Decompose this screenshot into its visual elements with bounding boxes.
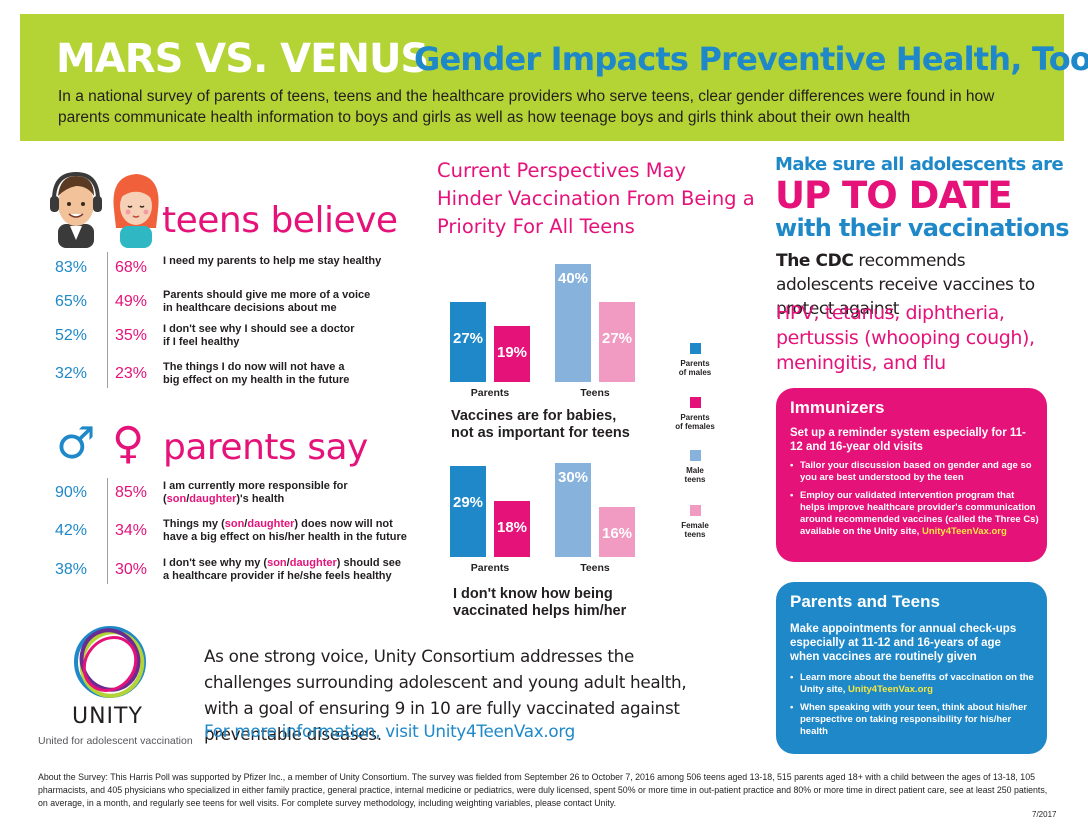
teen-girl-avatar bbox=[113, 174, 159, 248]
chart-bar bbox=[450, 302, 486, 382]
female-percent: 30% bbox=[115, 561, 148, 578]
list-item: Employ our validated intervention progra… bbox=[790, 490, 1040, 538]
header-banner: MARS VS. VENUS Gender Impacts Preventive… bbox=[20, 14, 1088, 141]
statement: Things my (son/daughter) does now will n… bbox=[163, 518, 407, 543]
teen-boy-avatar bbox=[50, 171, 102, 248]
parents-divider bbox=[107, 478, 108, 584]
unity-logo-icon bbox=[74, 626, 146, 698]
female-percent: 23% bbox=[115, 365, 148, 382]
male-percent: 90% bbox=[55, 484, 88, 501]
parents-teens-box: Parents and Teens Make appointments for … bbox=[776, 582, 1047, 754]
survey-footnote: About the Survey: This Harris Poll was s… bbox=[38, 772, 1048, 808]
male-percent: 32% bbox=[55, 365, 88, 382]
vaccine-chart-know: 29% 18% Parents 30% 16% Teens bbox=[440, 460, 650, 575]
female-percent: 49% bbox=[115, 293, 148, 310]
teens-row: 83% 68% I need my parents to help me sta… bbox=[40, 255, 410, 295]
parents-teens-list: Learn more about the benefits of vaccina… bbox=[790, 672, 1040, 744]
legend-label: Male teens bbox=[684, 466, 706, 484]
legend-label: Parents of males bbox=[678, 359, 712, 377]
chart-bar bbox=[599, 302, 635, 382]
bar-value-label: 40% bbox=[557, 270, 589, 287]
bar-value-label: 29% bbox=[452, 494, 484, 511]
male-percent: 83% bbox=[55, 259, 88, 276]
unity-description: As one strong voice, Unity Consortium ad… bbox=[204, 646, 687, 744]
teens-row: 32% 23% The things I do now will not hav… bbox=[40, 361, 410, 401]
bar-value-label: 27% bbox=[452, 330, 484, 347]
bar-value-label: 30% bbox=[557, 469, 589, 486]
chart-caption-babies: Vaccines are for babies, not as importan… bbox=[451, 408, 630, 441]
statement: I am currently more responsible for (son… bbox=[163, 480, 348, 505]
unity-logo-name: UNITY bbox=[72, 704, 143, 729]
chart-caption-know: I don't know how being vaccinated helps … bbox=[453, 586, 627, 619]
female-symbol-icon: ♀ bbox=[112, 418, 145, 469]
immunizers-title: Immunizers bbox=[790, 398, 885, 417]
male-percent: 38% bbox=[55, 561, 88, 578]
publication-date: 7/2017 bbox=[1032, 810, 1057, 819]
category-label: Teens bbox=[580, 387, 610, 399]
unity-site-link[interactable]: Unity4TeenVax.org bbox=[848, 684, 933, 695]
teens-row: 52% 35% I don't see why I should see a d… bbox=[40, 323, 410, 363]
vaccine-chart-babies: 27% 19% Parents 40% 27% Teens bbox=[440, 250, 650, 400]
middle-title: Current Perspectives May Hinder Vaccinat… bbox=[437, 159, 755, 238]
category-label: Parents bbox=[470, 387, 510, 399]
chart-bar bbox=[555, 264, 591, 382]
female-percent: 35% bbox=[115, 327, 148, 344]
page-title: MARS VS. VENUS bbox=[56, 36, 429, 82]
statement: The things I do now will not have a big … bbox=[163, 361, 350, 386]
statement: I don't see why my (son/daughter) should… bbox=[163, 557, 401, 582]
legend-swatch bbox=[690, 397, 701, 408]
bar-value-label: 18% bbox=[496, 519, 528, 536]
intro-text: In a national survey of parents of teens… bbox=[58, 88, 995, 126]
chart-bar bbox=[555, 463, 591, 557]
unity-site-link[interactable]: Unity4TeenVax.org bbox=[921, 526, 1007, 537]
bar-value-label: 19% bbox=[496, 344, 528, 361]
page-subtitle: Gender Impacts Preventive Health, Too bbox=[414, 40, 1088, 78]
legend-label: Female teens bbox=[681, 521, 709, 539]
male-percent: 42% bbox=[55, 522, 88, 539]
parents-row: 38% 30% I don't see why my (son/daughter… bbox=[40, 557, 410, 597]
chart-bar bbox=[599, 507, 635, 557]
male-percent: 65% bbox=[55, 293, 88, 310]
male-symbol-icon: ♂ bbox=[56, 418, 96, 469]
parents-say-title: parents say bbox=[163, 427, 368, 468]
unity-info-link[interactable]: For more information, visit Unity4TeenVa… bbox=[204, 721, 575, 741]
legend-swatch bbox=[690, 450, 701, 461]
bar-value-label: 27% bbox=[601, 330, 633, 347]
female-percent: 34% bbox=[115, 522, 148, 539]
statement: I don't see why I should see a doctor if… bbox=[163, 323, 355, 348]
female-percent: 85% bbox=[115, 484, 148, 501]
parents-row: 42% 34% Things my (son/daughter) does no… bbox=[40, 518, 410, 558]
teens-row: 65% 49% Parents should give me more of a… bbox=[40, 289, 410, 329]
legend-label: Parents of females bbox=[675, 413, 715, 431]
right-heading-uptodate: UP TO DATE bbox=[775, 174, 1013, 217]
immunizers-box: Immunizers Set up a reminder system espe… bbox=[776, 388, 1047, 562]
parents-row: 90% 85% I am currently more responsible … bbox=[40, 480, 410, 520]
statement: I need my parents to help me stay health… bbox=[163, 255, 382, 267]
category-label: Parents bbox=[470, 562, 510, 574]
unity-tagline: United for adolescent vaccination bbox=[38, 735, 193, 747]
right-heading-intro: Make sure all adolescents are bbox=[775, 154, 1064, 175]
legend-swatch bbox=[690, 343, 701, 354]
statement: Parents should give me more of a voice i… bbox=[163, 289, 371, 314]
list-item: When speaking with your teen, think abou… bbox=[790, 702, 1040, 738]
cdc-recommendation: The CDC recommends adolescents receive v… bbox=[776, 251, 1035, 319]
list-item: Learn more about the benefits of vaccina… bbox=[790, 672, 1040, 696]
list-item: Tailor your discussion based on gender a… bbox=[790, 460, 1040, 484]
chart-bar bbox=[450, 466, 486, 557]
right-heading-vaccinations: with their vaccinations bbox=[775, 214, 1070, 242]
bar-value-label: 16% bbox=[601, 525, 633, 542]
disease-list: HPV, tetanus, diphtheria, pertussis (who… bbox=[776, 302, 1035, 374]
chart-bar bbox=[494, 326, 530, 382]
teens-divider bbox=[107, 252, 108, 388]
chart-bar bbox=[494, 501, 530, 557]
legend-swatch bbox=[690, 505, 701, 516]
male-percent: 52% bbox=[55, 327, 88, 344]
parents-teens-title: Parents and Teens bbox=[790, 592, 940, 611]
category-label: Teens bbox=[580, 562, 610, 574]
female-percent: 68% bbox=[115, 259, 148, 276]
teens-believe-title: teens believe bbox=[162, 200, 398, 241]
immunizers-list: Tailor your discussion based on gender a… bbox=[790, 460, 1040, 544]
parents-teens-subtitle: Make appointments for annual check-ups e… bbox=[790, 623, 1017, 663]
immunizers-subtitle: Set up a reminder system especially for … bbox=[790, 427, 1026, 453]
